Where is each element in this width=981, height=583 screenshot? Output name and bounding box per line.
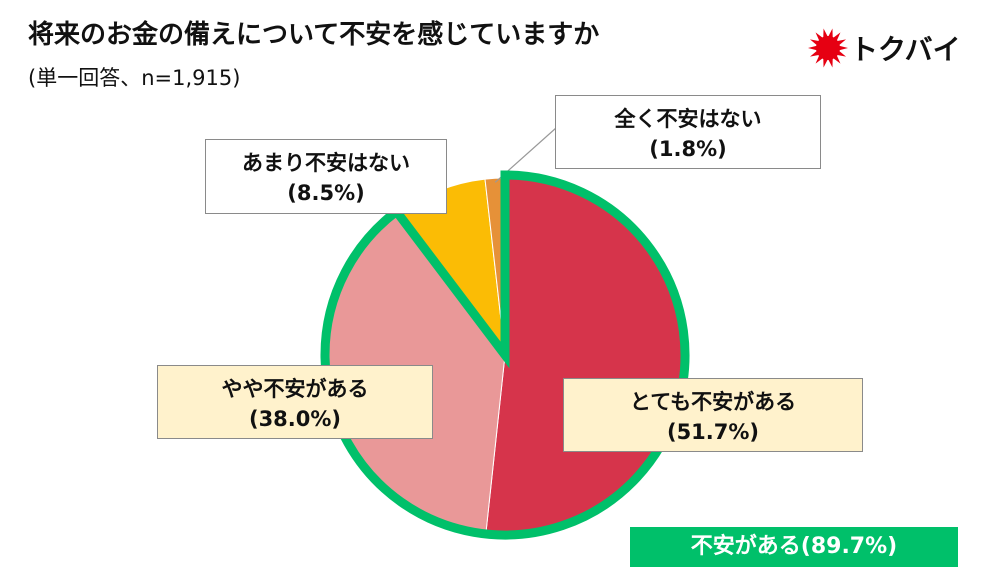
slice-value-label: (1.8%) [649, 137, 727, 161]
sun-ray [815, 32, 824, 42]
sun-ray [809, 39, 820, 46]
slice-value-label: (38.0%) [248, 407, 342, 431]
slice-label-text: 全く不安はない [614, 107, 762, 131]
logo-text: トクバイ [850, 33, 961, 66]
sun-ray [828, 28, 833, 39]
sun-ray [823, 28, 828, 39]
sun-ray [823, 57, 828, 68]
slice-label-text: あまり不安はない [242, 151, 410, 175]
sun-ray [832, 54, 841, 64]
slice-label-text: とても不安がある [629, 390, 797, 414]
slice-label-not-very-anxious: あまり不安はない (8.5%) [205, 139, 447, 214]
sun-ray [836, 39, 847, 46]
page-title: 将来のお金の備えについて不安を感じていますか [28, 20, 600, 50]
highlight-total-label: 不安がある(89.7%) [630, 527, 958, 567]
slice-value-label: (8.5%) [287, 181, 365, 205]
pie-slice-0 [485, 177, 683, 533]
brand-logo: トクバイ [806, 26, 961, 70]
slice-label-not-anxious: 全く不安はない (1.8%) [555, 95, 821, 169]
sun-ray [808, 45, 818, 51]
sun-ray [836, 50, 847, 57]
sun-ray [828, 57, 833, 68]
slice-label-somewhat-anxious: やや不安がある (38.0%) [157, 365, 433, 439]
sun-logo-icon [808, 28, 848, 68]
sun-ray [809, 50, 820, 57]
slice-label-very-anxious: とても不安がある (51.7%) [563, 378, 863, 452]
page-subtitle: (単一回答、n=1,915) [28, 66, 241, 90]
slice-label-text: やや不安がある [221, 377, 369, 401]
sun-ray [838, 45, 848, 51]
sun-ray [815, 54, 824, 64]
slice-value-label: (51.7%) [666, 420, 760, 444]
highlight-outline [320, 170, 690, 540]
sun-core [816, 36, 840, 60]
sun-ray [832, 32, 841, 42]
